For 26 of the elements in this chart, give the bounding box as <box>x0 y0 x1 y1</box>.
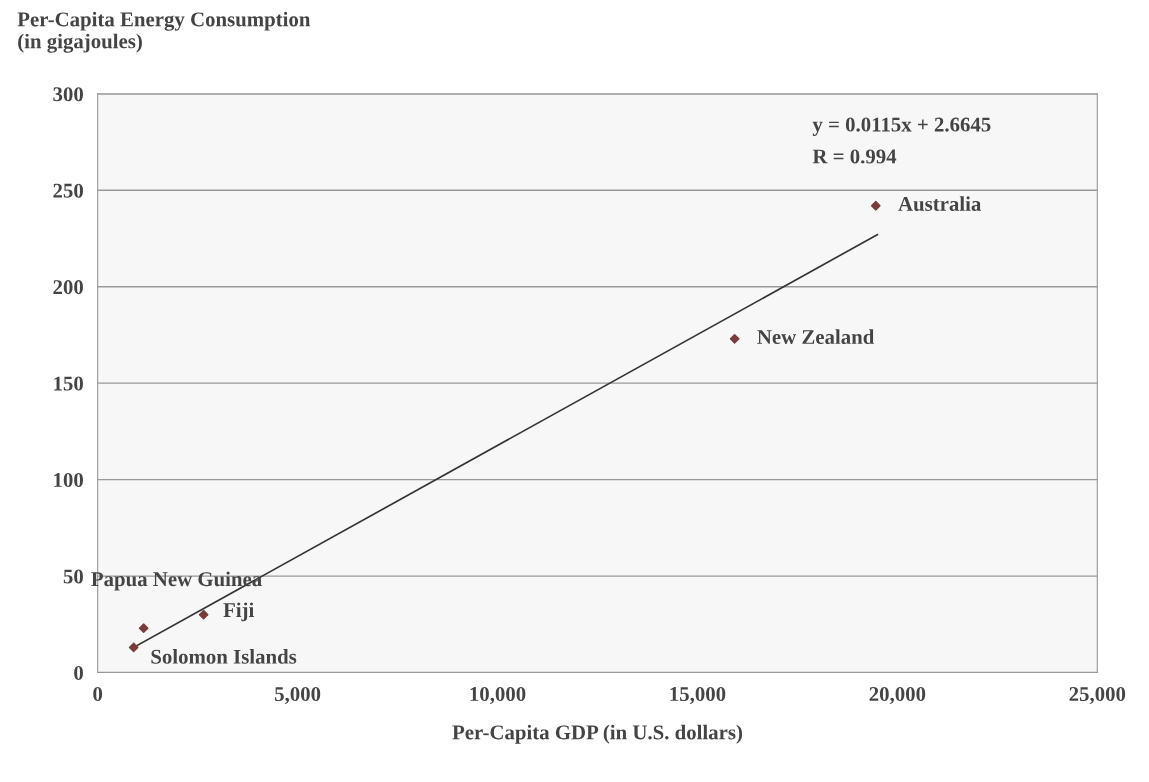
x-tick-label: 10,000 <box>470 687 526 705</box>
point <box>729 333 740 344</box>
annotation: Australia <box>898 196 982 211</box>
point <box>198 609 209 620</box>
x-axis-title: Per-Capita GDP (in U.S. dollars) <box>452 724 743 744</box>
y-tick-label: 300 <box>53 87 83 102</box>
point <box>138 623 149 634</box>
x-tick-label: 5,000 <box>274 687 321 705</box>
annotation: Solomon Islands <box>151 649 297 664</box>
point <box>128 642 139 653</box>
annotation: New Zealand <box>757 329 875 345</box>
y-tick-label: 200 <box>53 280 83 295</box>
y-tick-label: 50 <box>63 569 83 584</box>
annotation: y = 0.0115x + 2.6645 <box>812 117 991 136</box>
x-tick-label: 20,000 <box>869 687 926 705</box>
y-tick-label: 250 <box>53 183 83 198</box>
y-tick-label: 150 <box>54 376 83 391</box>
y-tick-label: 0 <box>74 665 83 680</box>
x-tick-label: 15,000 <box>670 687 726 705</box>
annotation: R = 0.994 <box>812 149 897 164</box>
annotation: Fiji <box>223 602 254 622</box>
x-tick-label: 0 <box>93 687 103 702</box>
y-tick-label: 100 <box>54 473 83 488</box>
x-tick-label: 25,000 <box>1069 687 1126 705</box>
point <box>870 200 881 211</box>
y-axis-title: Per-Capita Energy Consumption (in gigajoules) <box>17 11 311 53</box>
